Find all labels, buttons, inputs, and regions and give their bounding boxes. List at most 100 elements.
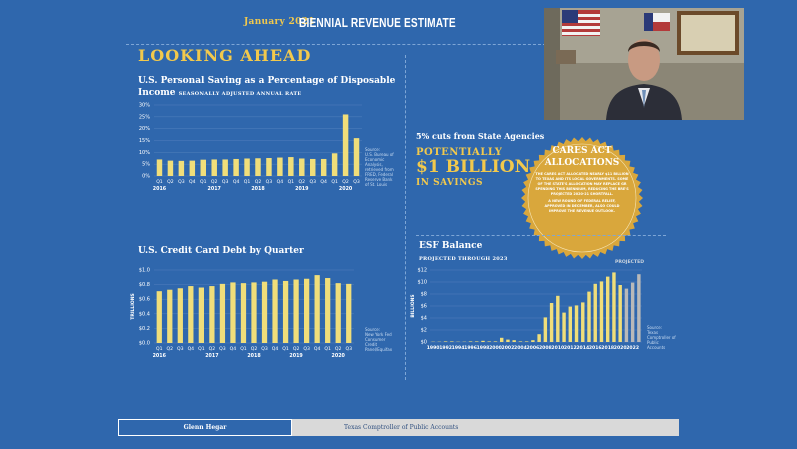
esf-xtick-label: 2006 [526, 345, 539, 351]
source-line: New York Fed [365, 332, 392, 337]
source-line: Source: [647, 325, 663, 330]
agency-cuts-text: 5% cuts from State Agencies [416, 131, 545, 141]
saving-xtick-label: Q1 [200, 179, 207, 185]
saving-chart: 0%5%10%15%20%25%30%Q1 Q2 Q3 Q4 Q1 Q2 Q3 Q4 Q1 Q2 Q… [139, 103, 362, 192]
credit-xtick-label: Q1 [198, 346, 205, 352]
footer-office: Texas Comptroller of Public Accounts [292, 419, 679, 436]
esf-xtick-label: 1994 [452, 345, 465, 351]
saving-xtick-label: Q1 [288, 179, 295, 185]
credit-chart-title: U.S. Credit Card Debt by Quarter [138, 246, 304, 256]
seal-heading-line1: CARES ACT [552, 146, 612, 156]
esf-bar [487, 341, 491, 342]
billion-amount: $1 BILLION [416, 157, 531, 177]
wall-map-icon [677, 11, 739, 55]
speaker-video [544, 8, 744, 120]
esf-xtick-label: 2014 [576, 345, 589, 351]
right-divider [416, 235, 666, 236]
credit-bar [167, 289, 173, 343]
credit-year-label: 2019 [289, 353, 303, 359]
saving-chart-title: U.S. Personal Saving as a Percentage of … [138, 76, 396, 98]
section-title: LOOKING AHEAD [138, 46, 312, 65]
saving-xtick-label: Q1 [331, 179, 338, 185]
credit-xtick-label: Q3 [345, 346, 352, 352]
esf-bar [556, 295, 560, 342]
source-line: Economic [365, 157, 385, 162]
esf-bar [537, 334, 541, 342]
saving-ytick-label: 5% [142, 162, 150, 168]
texas-flag-icon [644, 13, 670, 31]
esf-ylabel: BILLIONS [410, 294, 416, 317]
saving-xtick-label: Q3 [309, 179, 316, 185]
esf-bar [499, 337, 504, 342]
saving-year-label: 2018 [251, 186, 265, 192]
saving-bar [266, 158, 272, 176]
credit-bar [251, 282, 257, 343]
credit-bar [230, 282, 236, 343]
credit-xtick-label: Q4 [314, 346, 321, 352]
source-line: Accounts [647, 345, 666, 350]
credit-bar [240, 283, 247, 343]
credit-ylabel: TRILLIONS [130, 293, 136, 319]
esf-chart-source: Source: Texas Comptroller of Public Accounts [647, 325, 683, 350]
credit-xtick-label: Q4 [230, 346, 237, 352]
report-date: January 2021 [244, 17, 315, 27]
speaker-figure [606, 39, 682, 120]
esf-bar [562, 312, 566, 342]
esf-ytick-label: $0 [421, 340, 427, 346]
saving-xtick-label: Q1 [156, 179, 163, 185]
credit-xtick-label: Q2 [293, 346, 300, 352]
esf-bar [450, 341, 454, 342]
credit-year-label: 2017 [205, 353, 218, 359]
saving-xtick-label: Q4 [320, 179, 327, 185]
source-line: of St. Louis [365, 182, 388, 187]
esf-bar [506, 339, 510, 342]
credit-xtick-label: Q3 [177, 346, 184, 352]
credit-bar [304, 278, 310, 343]
saving-ytick-label: 25% [139, 114, 150, 120]
credit-ytick-label: $1.0 [139, 268, 150, 274]
esf-ytick-label: $2 [421, 328, 427, 334]
credit-xtick-label: Q2 [209, 346, 216, 352]
saving-bar [331, 153, 338, 176]
esf-bar [549, 303, 554, 342]
saving-xtick-label: Q3 [266, 179, 273, 185]
saving-bar [310, 158, 316, 176]
credit-chart: $0.0$0.2$0.4$0.6$0.8$1.0Q1 Q2 Q3 Q4 Q1 Q2 Q3 Q4… [130, 268, 354, 359]
esf-bar [531, 340, 535, 342]
esf-bar [543, 317, 548, 342]
esf-bar [481, 340, 485, 342]
credit-xtick-label: Q1 [240, 346, 247, 352]
source-line: Texas [647, 330, 659, 335]
esf-chart-subtitle: PROJECTED THROUGH 2023 [419, 256, 508, 262]
center-divider [405, 55, 406, 380]
esf-ytick-label: $6 [421, 304, 427, 310]
saving-xtick-label: Q2 [342, 179, 349, 185]
esf-ytick-label: $4 [421, 316, 427, 322]
esf-bar [518, 341, 523, 342]
source-line: Consumer [365, 337, 386, 342]
credit-ytick-label: $0.0 [139, 341, 150, 347]
credit-xtick-label: Q3 [219, 346, 226, 352]
esf-xtick-label: 1996 [464, 345, 477, 351]
us-flag-icon [562, 10, 600, 36]
cares-act-seal: CARES ACT ALLOCATIONS THE CARES ACT ALLO… [533, 144, 631, 214]
credit-year-label: 2018 [247, 353, 261, 359]
potentially-text: POTENTIALLY [416, 147, 503, 158]
saving-xtick-label: Q4 [233, 179, 240, 185]
saving-ytick-label: 20% [139, 126, 150, 132]
saving-ytick-label: 10% [139, 150, 150, 156]
saving-xtick-label: Q3 [178, 179, 185, 185]
esf-bar [624, 288, 629, 342]
esf-bar [630, 282, 635, 342]
esf-ytick-label: $12 [417, 268, 427, 274]
esf-bar [568, 306, 573, 342]
source-line: Public [647, 340, 659, 345]
credit-bar [325, 278, 331, 343]
source-line: U.S. Bureau of [365, 152, 394, 157]
esf-ytick-label: $8 [421, 292, 427, 298]
saving-bar [233, 158, 239, 176]
saving-bar [211, 159, 217, 176]
esf-bar [587, 291, 591, 342]
credit-bar [293, 279, 299, 343]
credit-xtick-label: Q3 [303, 346, 310, 352]
